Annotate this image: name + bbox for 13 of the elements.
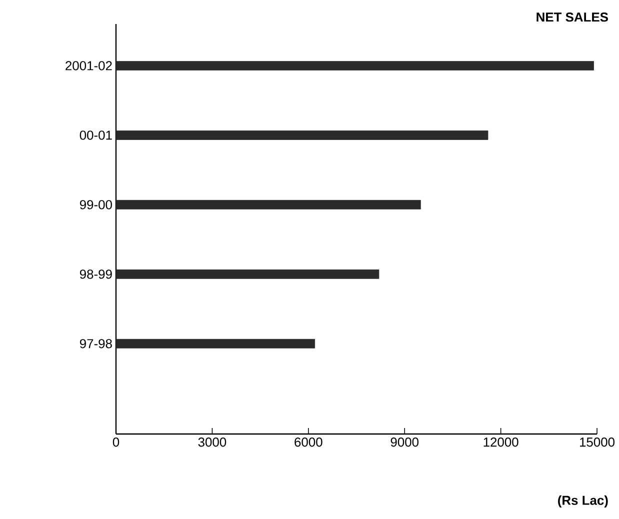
y-tick-label: 2001-02: [66, 61, 112, 70]
x-tick-label: 15000: [580, 438, 615, 447]
y-tick-label: 98-99: [80, 270, 112, 279]
y-tick-label: 00-01: [80, 130, 112, 140]
x-tick-label: 6000: [294, 438, 322, 447]
y-tick-label: 99-00: [80, 200, 112, 210]
x-tick-label: 3000: [198, 438, 226, 447]
x-axis-title: (Rs Lac): [558, 495, 608, 508]
x-tick-label: 0: [112, 438, 120, 447]
chart-title: NET SALES: [536, 12, 608, 22]
y-tick-label: 97-98: [80, 339, 112, 348]
x-tick-label: 9000: [390, 438, 419, 447]
x-tick-label: 12000: [484, 438, 518, 447]
